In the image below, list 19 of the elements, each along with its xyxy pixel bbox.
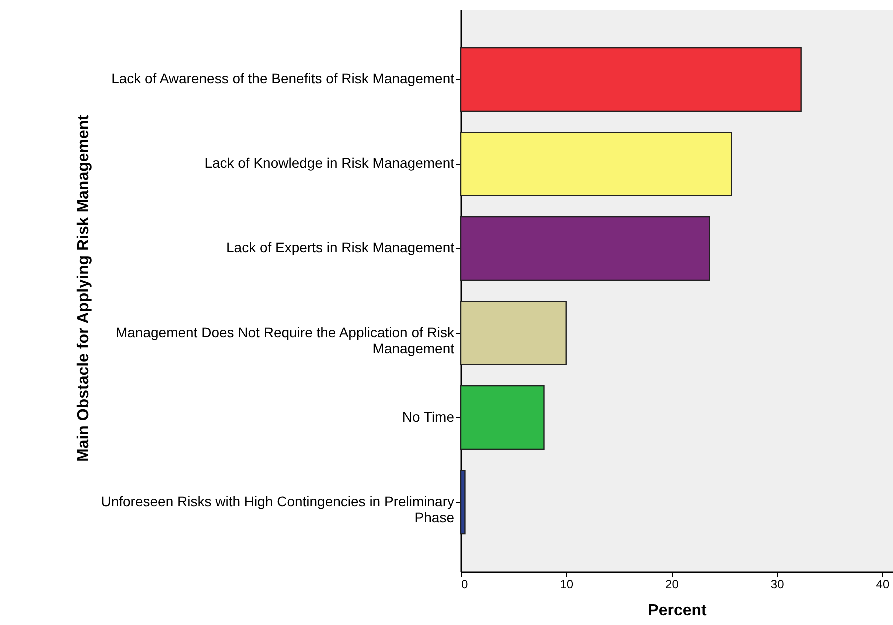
x-tick-label: 20: [666, 578, 680, 592]
bar: [460, 385, 545, 450]
bar: [460, 300, 567, 366]
bar: [460, 216, 710, 282]
y-tick-label: Management Does Not Require the Application of Risk Management: [116, 324, 456, 356]
bar: [460, 132, 732, 197]
bar: [460, 47, 802, 112]
y-tick-label: Lack of Knowledge in Risk Management: [204, 155, 455, 172]
x-tick-label: 30: [770, 578, 785, 592]
y-tick-label: Lack of Experts in Risk Management: [226, 240, 455, 256]
x-tick-label: 40: [876, 578, 890, 592]
y-tick-label: No Time: [402, 408, 455, 425]
bar: [460, 470, 466, 535]
x-axis-title: Percent: [648, 602, 708, 620]
y-axis-title: Main Obstacle for Applying Risk Management: [76, 114, 92, 462]
x-tick-label: 0: [462, 578, 468, 592]
x-tick-label: 10: [560, 578, 574, 592]
y-tick-label: Unforeseen Risks with High Contingencies in Preliminary Phase: [101, 493, 455, 526]
y-tick-label: Lack of Awareness of the Benefits of Risk Management: [112, 70, 455, 87]
